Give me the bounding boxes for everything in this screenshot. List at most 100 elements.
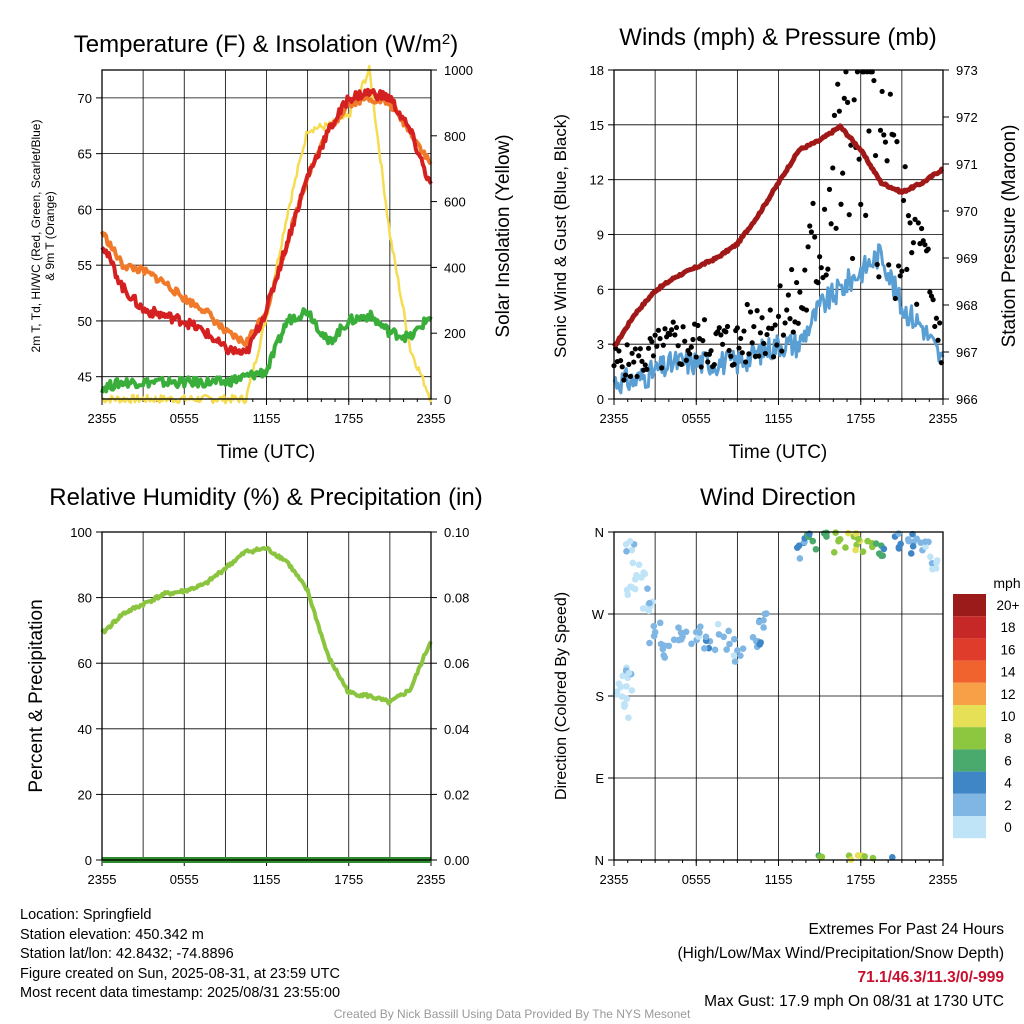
gust-point (639, 358, 645, 364)
y2-tick-label: 0.10 (444, 525, 469, 540)
gust-point (831, 112, 838, 118)
gust-point (807, 223, 813, 229)
gust-point (715, 329, 721, 335)
gust-point (775, 313, 782, 320)
direction-point (852, 530, 860, 537)
gust-point (833, 225, 839, 231)
direction-point (629, 559, 637, 567)
y2-tick-label: 1000 (444, 63, 473, 78)
y-tick-label: 18 (590, 63, 604, 78)
gust-point (701, 317, 708, 323)
gust-point (621, 377, 627, 383)
direction-point (675, 636, 682, 644)
gust-point (688, 344, 694, 350)
y-tick-label: 80 (78, 591, 92, 606)
gust-point (739, 350, 745, 356)
plot-frame (101, 531, 432, 861)
gust-point (795, 320, 801, 326)
colorbar-label: 2 (1004, 798, 1012, 813)
x-tick-label: 2355 (600, 411, 629, 426)
direction-point (711, 646, 719, 654)
direction-point (623, 695, 631, 702)
gust-point (920, 238, 926, 244)
direction-point (641, 570, 649, 578)
y2-tick-label: 968 (956, 298, 978, 313)
gust-point (662, 326, 668, 332)
gust-point (708, 348, 714, 354)
direction-point (880, 545, 888, 553)
y2-tick-label: 966 (956, 392, 978, 407)
y2-tick-label: 967 (956, 345, 978, 360)
direction-point (623, 548, 630, 555)
series-pressure (611, 123, 945, 348)
gust-point (797, 289, 803, 295)
y-tick-label: 15 (590, 118, 604, 133)
gust-point (617, 357, 624, 364)
dir-ylabel: Direction (Colored By Speed) (553, 592, 570, 800)
gust-point (882, 139, 889, 145)
direction-point (842, 544, 849, 551)
max-gust-text: Max Gust: 17.9 mph On 08/31 at 1730 UTC (704, 993, 1004, 1010)
colorbar-label: 0 (1004, 820, 1012, 835)
direction-point (661, 654, 669, 661)
gust-point (690, 336, 696, 343)
gust-point (851, 97, 857, 103)
gust-point (907, 220, 913, 226)
direction-point (623, 586, 631, 594)
gust-point (912, 216, 918, 222)
gust-point (886, 262, 892, 268)
gust-point (871, 77, 877, 84)
gust-point (810, 200, 816, 206)
y2-tick-label: 0.06 (444, 656, 469, 671)
gust-point (937, 320, 943, 326)
gust-point (719, 341, 726, 347)
gust-point (687, 351, 693, 357)
y-tick-label: 65 (78, 147, 92, 162)
gust-point (754, 308, 760, 314)
gust-point (910, 240, 916, 246)
direction-point (726, 640, 733, 648)
y-tick-label: 60 (78, 656, 92, 671)
gust-point (650, 353, 657, 359)
direction-point (763, 610, 770, 617)
temp-insolation-chart: 2355 0555 1155 1755 2355 45 50 55 60 65 70 0 200 400 6… (78, 63, 473, 426)
x-tick-label: 2355 (88, 872, 117, 887)
gust-point (655, 327, 662, 333)
gust-point (856, 156, 862, 162)
temp-panel-title: Temperature (F) & Insolation (W/m2) (74, 31, 458, 59)
gust-point (644, 366, 650, 372)
gust-point (634, 373, 640, 380)
gust-point (743, 359, 749, 365)
direction-point (933, 557, 941, 564)
gust-point (812, 234, 818, 240)
direction-point (796, 555, 804, 562)
gust-point (734, 325, 740, 331)
y2-tick-label: 800 (444, 129, 466, 144)
temp-ylabel-line2: & 9m T (Orange) (43, 191, 57, 281)
y2-tick-label: 971 (956, 157, 978, 172)
gust-point (815, 280, 821, 286)
gust-point (649, 339, 655, 345)
y2-tick-label: 970 (956, 204, 978, 219)
y2-tick-label: 600 (444, 195, 466, 210)
direction-point (760, 617, 767, 624)
colorbar-swatch (953, 594, 986, 617)
gust-point (823, 272, 829, 278)
elevation-text: Station elevation: 450.342 m (20, 926, 204, 943)
direction-point (650, 632, 658, 640)
gust-point (762, 350, 768, 357)
colorbar-label: 16 (1000, 642, 1015, 657)
gust-point (624, 342, 630, 348)
direction-point (760, 624, 767, 631)
direction-point (631, 585, 639, 593)
direction-point (615, 680, 623, 687)
colorbar-label: 14 (1000, 665, 1016, 680)
direction-point (639, 605, 647, 612)
location-text: Location: Springfield (20, 907, 152, 923)
gust-point (637, 346, 643, 352)
gust-point (922, 242, 928, 248)
gust-point (746, 351, 752, 357)
direction-point (822, 531, 830, 539)
gust-point (919, 225, 925, 232)
gust-point (826, 186, 833, 192)
